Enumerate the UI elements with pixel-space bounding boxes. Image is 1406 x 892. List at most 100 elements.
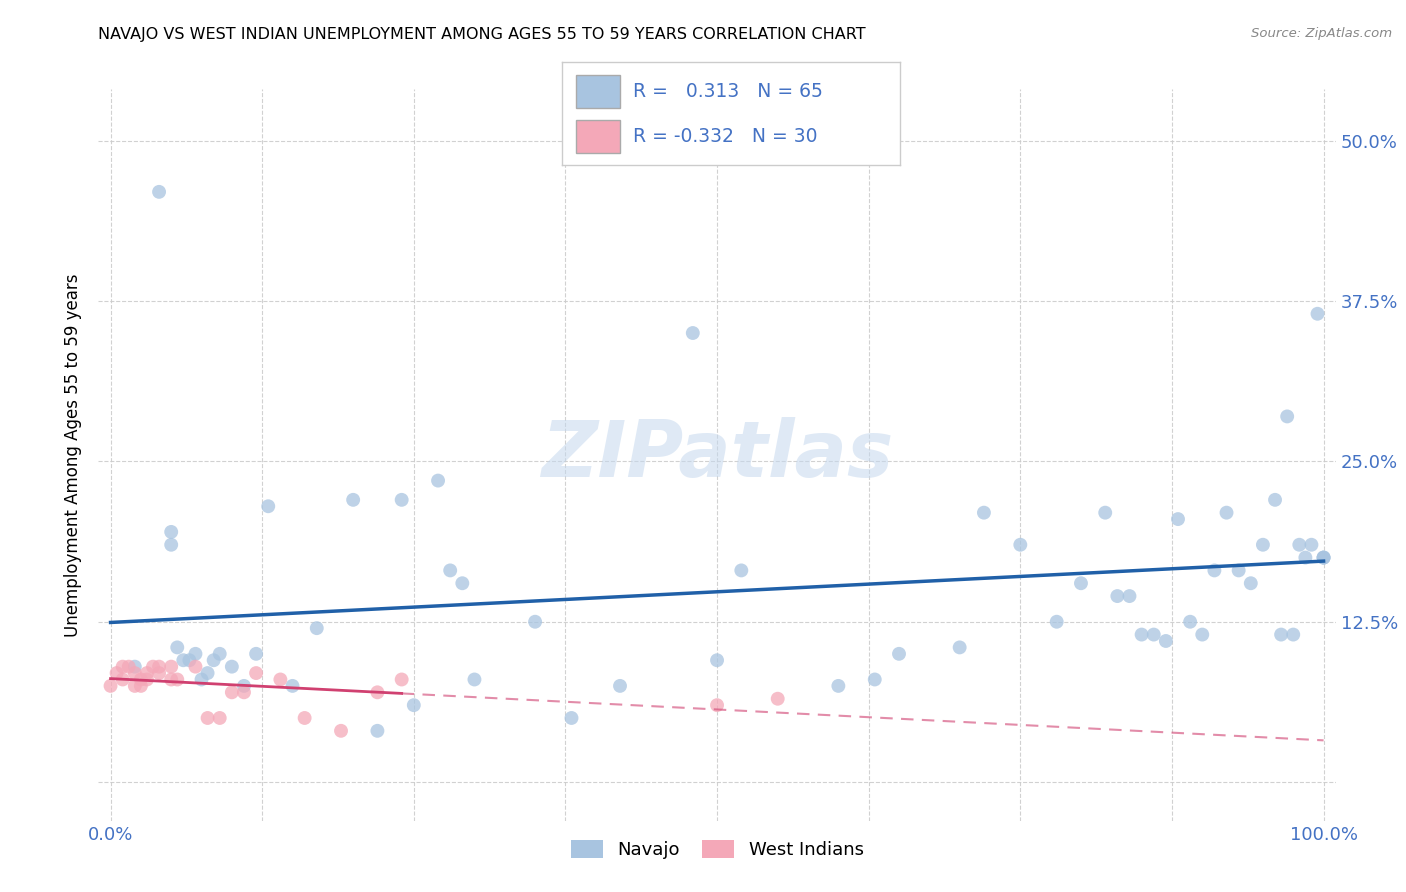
Point (190, 673, 212, 687)
Point (184, 659, 207, 673)
Point (179, 653, 201, 667)
Point (1046, 615, 1069, 629)
Point (160, 673, 183, 687)
Point (1215, 506, 1237, 520)
Point (560, 711, 582, 725)
Point (1010, 538, 1032, 552)
Point (197, 711, 219, 725)
Text: R =   0.313   N = 65: R = 0.313 N = 65 (633, 82, 823, 101)
Point (863, 673, 886, 687)
Point (1251, 538, 1274, 552)
Point (427, 474, 450, 488)
Point (208, 647, 231, 661)
Point (111, 659, 134, 673)
Point (1178, 615, 1201, 629)
Point (160, 538, 183, 552)
Point (366, 685, 388, 699)
Point (166, 640, 188, 655)
FancyBboxPatch shape (576, 75, 620, 108)
Text: R = -0.332   N = 30: R = -0.332 N = 30 (633, 127, 818, 145)
Point (766, 691, 789, 706)
Point (706, 653, 728, 667)
Point (1312, 550, 1334, 565)
Point (609, 679, 631, 693)
Point (730, 563, 752, 577)
Point (208, 711, 231, 725)
Point (1094, 506, 1116, 520)
Point (233, 685, 256, 699)
Point (129, 673, 152, 687)
Point (124, 679, 146, 693)
Point (1312, 550, 1334, 565)
Point (524, 615, 547, 629)
Point (366, 723, 388, 738)
Point (166, 673, 188, 687)
Point (1288, 538, 1310, 552)
Point (269, 673, 291, 687)
Point (142, 659, 165, 673)
Point (1240, 576, 1263, 591)
Point (221, 685, 243, 699)
Point (1143, 627, 1166, 641)
Point (245, 666, 267, 681)
Point (105, 666, 128, 681)
Point (136, 673, 159, 687)
Point (124, 659, 146, 673)
Point (202, 653, 225, 667)
Point (1275, 409, 1298, 424)
Point (129, 679, 152, 693)
Point (1204, 563, 1226, 577)
Point (1312, 550, 1334, 565)
Point (949, 640, 972, 655)
Point (111, 673, 134, 687)
Point (305, 621, 328, 635)
Point (1264, 492, 1286, 507)
Point (342, 492, 364, 507)
Point (391, 492, 413, 507)
Text: ZIPatlas: ZIPatlas (541, 417, 893, 493)
Point (827, 679, 849, 693)
Point (1070, 576, 1092, 591)
Point (160, 659, 183, 673)
Point (148, 185, 170, 199)
Point (124, 666, 146, 681)
Point (245, 647, 267, 661)
Point (136, 666, 159, 681)
Legend: Navajo, West Indians: Navajo, West Indians (564, 832, 870, 866)
Point (706, 698, 728, 713)
Point (1107, 589, 1129, 603)
Point (184, 647, 207, 661)
Text: Source: ZipAtlas.com: Source: ZipAtlas.com (1251, 27, 1392, 40)
Point (233, 679, 256, 693)
Point (100, 679, 122, 693)
Point (148, 666, 170, 681)
Point (1130, 627, 1153, 641)
Point (973, 506, 995, 520)
Point (118, 659, 141, 673)
Point (439, 563, 461, 577)
Point (1167, 512, 1189, 526)
Point (294, 711, 316, 725)
Y-axis label: Unemployment Among Ages 55 to 59 years: Unemployment Among Ages 55 to 59 years (65, 273, 83, 637)
FancyBboxPatch shape (576, 120, 620, 153)
Point (1306, 307, 1329, 321)
Point (1154, 634, 1177, 648)
Point (172, 653, 194, 667)
Point (1270, 627, 1292, 641)
Point (451, 576, 474, 591)
Point (197, 666, 219, 681)
Point (221, 659, 243, 673)
Point (463, 673, 485, 687)
Point (281, 679, 304, 693)
Point (887, 647, 910, 661)
Point (1227, 563, 1250, 577)
Point (1118, 589, 1140, 603)
Point (1191, 627, 1213, 641)
Point (330, 723, 353, 738)
Point (1294, 550, 1316, 565)
Point (160, 524, 183, 539)
Point (257, 500, 280, 514)
Point (402, 698, 425, 713)
Point (682, 326, 704, 340)
Point (391, 673, 413, 687)
